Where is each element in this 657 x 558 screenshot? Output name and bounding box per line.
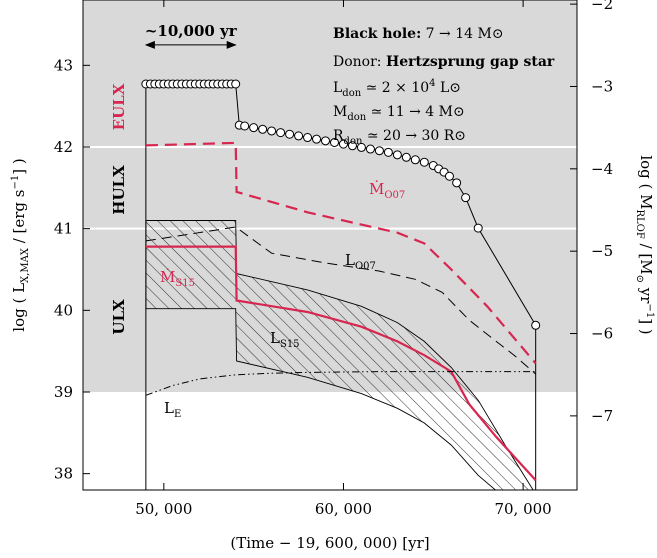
rlof-point — [338, 139, 348, 149]
y-tick-label-right: −7 — [591, 407, 613, 425]
label-l-o07: LO07 — [345, 251, 376, 272]
y-tick-label-left: 38 — [54, 465, 73, 483]
rlof-point — [365, 144, 375, 154]
y-tick-label-left: 43 — [54, 56, 73, 74]
y-axis-title-left: log ( LX,MAX / [erg s−1] ) — [10, 158, 31, 331]
x-axis-title: (Time − 19, 600, 000) [yr] — [230, 534, 429, 552]
rlof-point — [303, 133, 313, 143]
rlof-point — [531, 320, 541, 330]
info-line-donor: Donor: Hertzsprung gap star — [333, 54, 555, 70]
rlof-point — [374, 146, 384, 156]
hatched-area-ls15 — [145, 220, 534, 490]
rlof-point — [383, 147, 393, 157]
rlof-point — [249, 123, 259, 133]
y-tick-label-right: −3 — [591, 77, 613, 95]
info-line-mdon: Mdon ≃ 11 → 4 M⊙ — [333, 104, 465, 123]
band-label-hulx: HULX — [110, 165, 128, 215]
rlof-point — [401, 152, 411, 162]
span-annotation: ~10,000 yr — [145, 22, 238, 49]
band-eulx — [83, 0, 577, 147]
y-tick-label-left: 41 — [54, 220, 73, 238]
rlof-point — [240, 121, 250, 131]
rlof-point — [294, 131, 304, 141]
rlof-point — [356, 142, 366, 152]
rlof-point — [473, 223, 483, 233]
rlof-point — [329, 137, 339, 147]
band-label-ulx: ULX — [110, 299, 128, 335]
band-labels: EULX HULX ULX — [110, 83, 128, 334]
span-label: ~10,000 yr — [145, 22, 238, 40]
y-tick-label-left: 40 — [54, 301, 73, 319]
series-line-1 — [145, 141, 537, 365]
info-box: Black hole: 7 → 14 M⊙ Donor: Hertzsprung… — [333, 26, 555, 147]
rlof-point — [285, 129, 295, 139]
hatched-region-ls15 — [145, 220, 534, 490]
x-tick-label: 70, 000 — [494, 500, 551, 518]
y-tick-label-left: 42 — [54, 138, 73, 156]
rlof-point — [461, 193, 471, 203]
rlof-point — [321, 136, 331, 146]
rlof-point — [347, 141, 357, 151]
info-line-ldon: Ldon ≃ 2 × 104 L⊙ — [333, 78, 461, 99]
rlof-point — [410, 155, 420, 165]
series-line-3 — [145, 226, 537, 375]
x-tick-label: 60, 000 — [315, 500, 372, 518]
rlof-point — [392, 150, 402, 160]
y-tick-label-right: −2 — [591, 0, 613, 13]
rlof-point — [419, 157, 429, 167]
rlof-point — [267, 126, 277, 136]
x-tick-label: 50, 000 — [135, 500, 192, 518]
rlof-point — [444, 171, 454, 181]
band-hulx — [83, 147, 577, 229]
y-axis-title-right: log ( MRLOF / [M⊙ yr−1] ) — [634, 155, 655, 334]
info-line-rdon: Rdon ≃ 20 → 30 R⊙ — [333, 128, 466, 147]
label-mdot-s15: ṀS15 — [160, 268, 195, 289]
y-tick-label-left: 39 — [54, 383, 73, 401]
label-l-s15: LS15 — [270, 329, 300, 350]
rlof-point — [258, 124, 268, 134]
band-label-eulx: EULX — [110, 83, 128, 130]
y-tick-label-right: −5 — [591, 242, 613, 260]
axis-ticks: 50, 000 60, 000 70, 000 38 39 40 41 42 43 −7 −6 −5 −… — [54, 0, 613, 518]
rlof-point — [276, 128, 286, 138]
y-tick-label-right: −4 — [591, 160, 613, 178]
rlof-point — [312, 134, 322, 144]
rlof-point — [452, 178, 462, 188]
series-line-2 — [145, 245, 537, 481]
rlof-point — [231, 79, 241, 89]
label-mdot-o07: ṀO07 — [369, 180, 405, 201]
curve-labels: ṀO07 LO07 ṀS15 LS15 LE — [160, 180, 405, 420]
y-tick-label-right: −6 — [591, 325, 613, 343]
plot-frame — [82, 0, 578, 491]
rlof-markers — [141, 79, 541, 330]
info-line-black-hole: Black hole: 7 → 14 M⊙ — [333, 26, 504, 42]
label-l-e: LE — [164, 399, 181, 420]
